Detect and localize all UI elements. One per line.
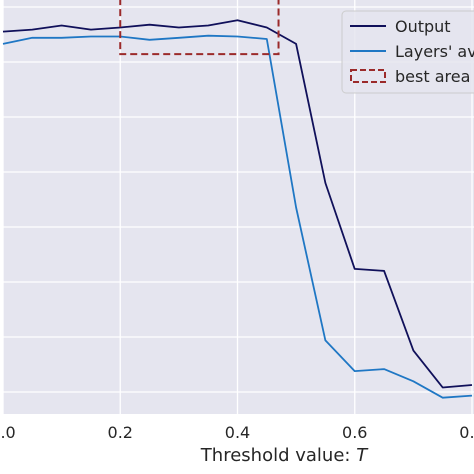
legend-label: Output: [395, 17, 451, 36]
legend-box: [341, 10, 474, 94]
series-lines: [2, 19, 473, 399]
x-axis-title-text: Threshold value:: [200, 445, 356, 466]
x-tick-label: 0.0: [0, 423, 16, 442]
best-area-rectangle: [119, 0, 280, 56]
x-tick-label: 0.4: [225, 423, 250, 442]
x-tick-label: 0.8: [459, 423, 474, 442]
grid-lines: [2, 0, 474, 414]
annotations: [119, 0, 280, 56]
x-tick-label: 0.2: [108, 423, 133, 442]
x-tick-labels: 0.0 0.2 0.4 0.6 0.8: [0, 423, 474, 442]
series-line-output: [2, 19, 473, 389]
x-tick-label: 0.6: [342, 423, 367, 442]
legend: Output Layers' av best area: [341, 10, 474, 94]
series-line-layers-av: [2, 34, 473, 399]
x-axis-title-variable: T: [356, 445, 369, 466]
legend-label: Layers' av: [395, 42, 474, 61]
legend-label: best area: [395, 67, 470, 86]
x-axis-title: Threshold value: T: [200, 445, 369, 466]
legend-swatch-dashed-rect: [350, 69, 386, 83]
